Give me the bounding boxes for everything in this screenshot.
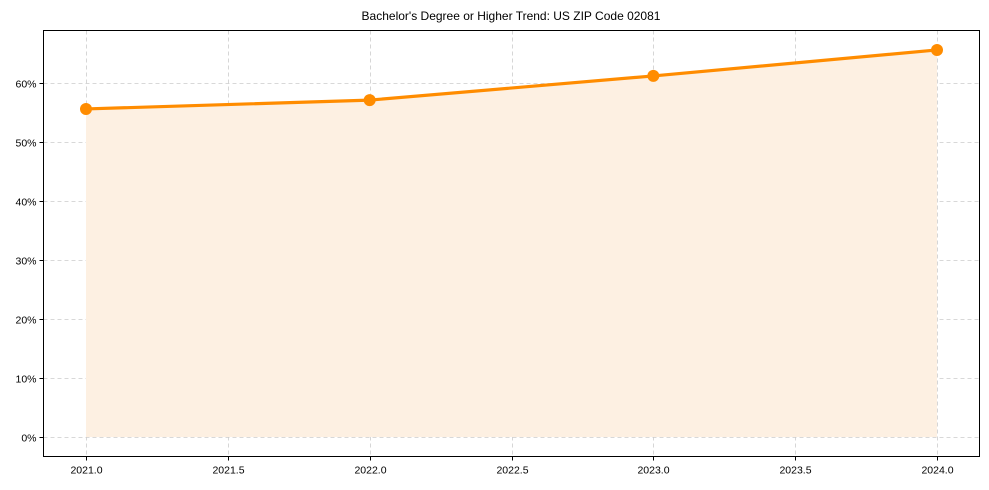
y-tick-label: 40% bbox=[15, 197, 36, 209]
y-tick-label: 10% bbox=[15, 374, 36, 386]
area-fill bbox=[86, 49, 937, 438]
chart-title: Bachelor's Degree or Higher Trend: US ZI… bbox=[362, 9, 661, 23]
axes-frame bbox=[43, 30, 980, 457]
data-point bbox=[647, 69, 660, 82]
data-line bbox=[85, 48, 938, 111]
x-axis: 2021.0 2021.5 2022.0 2022.5 2023.0 2023.5 2024… bbox=[70, 456, 954, 477]
data-point bbox=[931, 43, 943, 56]
x-tick-label: 2023.5 bbox=[779, 465, 811, 477]
x-tick-label: 2021.0 bbox=[70, 465, 102, 477]
y-tick-label: 60% bbox=[15, 79, 36, 91]
y-axis: 0% 10% 20% 30% 40% 50% 60% bbox=[15, 79, 44, 445]
x-tick-label: 2024.0 bbox=[921, 465, 953, 477]
x-tick-label: 2022.0 bbox=[354, 465, 386, 477]
data-point bbox=[80, 102, 92, 115]
data-markers bbox=[80, 43, 943, 115]
y-tick-label: 50% bbox=[15, 138, 36, 150]
x-tick-label: 2023.0 bbox=[637, 465, 669, 477]
data-point bbox=[363, 94, 376, 107]
x-tick-label: 2022.5 bbox=[496, 465, 528, 477]
y-tick-label: 30% bbox=[15, 256, 36, 268]
x-tick-label: 2021.5 bbox=[212, 465, 244, 477]
y-tick-label: 20% bbox=[15, 315, 36, 327]
y-tick-label: 0% bbox=[21, 433, 36, 445]
